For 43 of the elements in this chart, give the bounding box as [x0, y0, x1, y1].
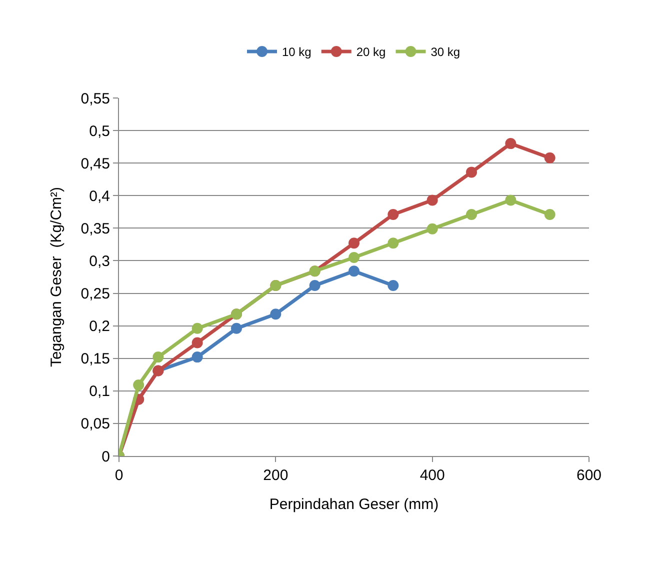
- y-tick-label: 0,5: [89, 122, 110, 140]
- point: [270, 308, 282, 320]
- point: [348, 266, 360, 277]
- legend-label: 20 kg: [356, 45, 386, 60]
- legend-label: 30 kg: [430, 45, 460, 60]
- y-tick-label: 0,1: [89, 383, 110, 400]
- point: [388, 280, 399, 291]
- point: [544, 209, 556, 220]
- y-tick-label: 0: [102, 448, 110, 466]
- y-tick-label: 0,55: [80, 90, 110, 108]
- x-tick-label: 0: [114, 467, 124, 484]
- point: [152, 352, 164, 363]
- point: [348, 252, 360, 263]
- y-tick-label: 0,2: [89, 318, 110, 336]
- point: [388, 209, 399, 220]
- x-tick-label: 200: [263, 467, 288, 484]
- y-axis-title: Tegangan Geser (Kg/Cm²): [48, 186, 66, 368]
- point: [348, 238, 360, 249]
- y-tick-label: 0,3: [89, 252, 110, 270]
- point: [505, 138, 516, 150]
- point: [466, 166, 477, 178]
- point: [505, 194, 516, 206]
- point: [192, 337, 203, 348]
- point: [426, 194, 438, 206]
- y-tick-label: 0,05: [80, 416, 110, 433]
- point: [388, 238, 399, 249]
- point: [133, 380, 144, 391]
- point: [466, 209, 477, 220]
- y-tick-label: 0,25: [80, 286, 110, 303]
- point: [426, 223, 438, 234]
- point: [192, 352, 203, 363]
- x-tick-label: 400: [420, 467, 445, 484]
- point: [192, 322, 203, 334]
- point: [309, 280, 320, 291]
- point: [231, 322, 242, 334]
- legend-label: 10 kg: [282, 45, 312, 60]
- y-tick-label: 0,4: [89, 188, 110, 205]
- y-tick-label: 0,35: [80, 220, 110, 238]
- x-tick-label: 600: [576, 467, 602, 484]
- point: [544, 152, 556, 164]
- y-tick-label: 0,15: [80, 350, 110, 368]
- y-tick-label: 0,45: [80, 155, 110, 172]
- x-axis-title: Perpindahan Geser (mm): [269, 496, 439, 513]
